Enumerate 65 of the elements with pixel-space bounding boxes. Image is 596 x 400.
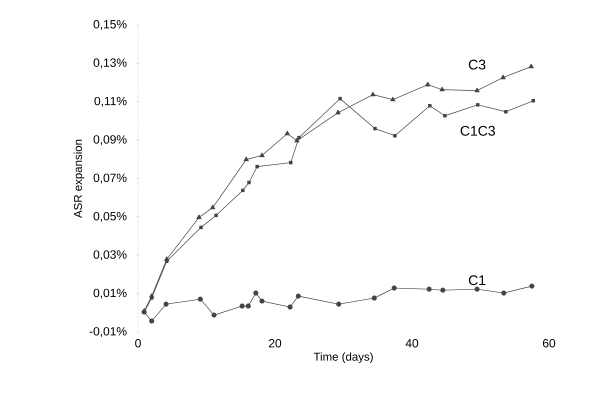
- point: [338, 96, 342, 100]
- y-axis-title: ASR expansion: [74, 140, 84, 218]
- point: [390, 96, 396, 102]
- series-label: C1C3: [460, 126, 495, 136]
- y-tick-label: 0,05%: [94, 212, 127, 222]
- point: [198, 296, 203, 302]
- point: [528, 64, 534, 68]
- point: [476, 103, 480, 107]
- x-tick-label: 40: [406, 339, 418, 348]
- point: [428, 104, 432, 108]
- point: [335, 110, 341, 114]
- point: [294, 138, 300, 142]
- series-label: C3: [468, 60, 486, 70]
- point: [199, 226, 203, 230]
- point: [532, 99, 535, 103]
- point: [500, 74, 506, 80]
- y-tick-label: 0,01%: [94, 288, 127, 299]
- point: [425, 82, 430, 86]
- point: [440, 288, 446, 293]
- point: [240, 304, 245, 309]
- point: [259, 152, 265, 158]
- point: [247, 180, 251, 184]
- point: [443, 114, 447, 118]
- x-tick-label: 0: [135, 339, 141, 348]
- point: [284, 130, 290, 136]
- y-tick-label: 0,03%: [94, 250, 127, 260]
- point: [255, 164, 259, 168]
- x-tick-label: 20: [268, 339, 282, 348]
- series-label: C1: [468, 275, 486, 286]
- point: [426, 286, 432, 292]
- point: [297, 136, 301, 140]
- point: [253, 290, 258, 296]
- point: [336, 302, 342, 307]
- x-axis-title: Time (days): [314, 352, 373, 363]
- y-tick-label: 0,15%: [94, 20, 127, 30]
- point: [392, 286, 397, 291]
- point: [149, 318, 154, 324]
- point: [529, 284, 534, 289]
- point: [211, 312, 217, 318]
- point: [246, 304, 251, 309]
- point: [474, 88, 480, 92]
- point: [288, 304, 293, 310]
- y-tick-label: -0,01%: [90, 327, 127, 337]
- point: [259, 298, 265, 304]
- point: [210, 204, 216, 210]
- point: [196, 214, 202, 220]
- point: [289, 160, 292, 164]
- point: [164, 302, 169, 307]
- x-tick-label: 60: [542, 339, 556, 348]
- point: [440, 86, 445, 92]
- y-tick-label: 0,09%: [94, 135, 127, 146]
- point: [373, 126, 377, 130]
- point: [501, 290, 506, 296]
- y-tick-label: 0,13%: [94, 58, 127, 68]
- point: [244, 156, 249, 162]
- y-tick-label: 0,11%: [94, 96, 127, 107]
- point: [241, 188, 245, 192]
- point: [214, 214, 218, 218]
- point: [372, 295, 377, 301]
- point: [474, 286, 480, 292]
- point: [393, 134, 397, 138]
- point: [370, 92, 376, 96]
- point: [504, 110, 508, 114]
- point: [296, 294, 301, 299]
- y-tick-label: 0,07%: [94, 174, 127, 184]
